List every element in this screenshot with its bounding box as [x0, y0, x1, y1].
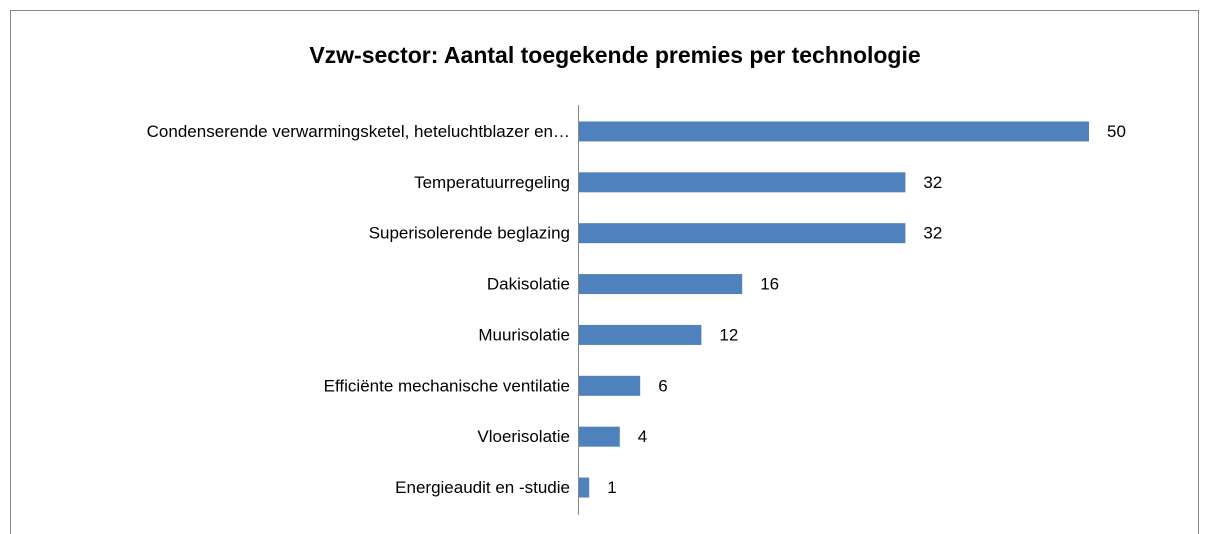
value-label: 1	[607, 478, 616, 497]
y-tick-label: Vloerisolatie	[477, 427, 570, 446]
value-label: 32	[923, 173, 942, 192]
chart-title: Vzw-sector: Aantal toegekende premies pe…	[309, 42, 920, 68]
y-tick-label: Superisolerende beglazing	[369, 224, 570, 243]
bar	[579, 324, 702, 345]
value-label: 32	[923, 224, 942, 243]
y-tick-label: Muurisolatie	[478, 325, 570, 344]
y-tick-label: Energieaudit en -studie	[395, 478, 570, 497]
bar	[579, 223, 906, 244]
bar	[579, 274, 743, 295]
value-label: 12	[719, 325, 738, 344]
bar	[579, 375, 641, 396]
y-tick-label: Dakisolatie	[487, 275, 570, 294]
y-tick-label: Efficiënte mechanische ventilatie	[324, 376, 570, 395]
bar	[579, 477, 590, 498]
value-label: 50	[1107, 122, 1126, 141]
bar	[579, 121, 1089, 142]
chart-frame	[10, 10, 1199, 534]
value-label: 16	[760, 275, 779, 294]
value-label: 6	[658, 376, 667, 395]
bar	[579, 172, 906, 193]
y-tick-label: Condenserende verwarmingsketel, heteluch…	[147, 122, 570, 141]
bar	[579, 426, 620, 447]
y-tick-label: Temperatuurregeling	[414, 173, 570, 192]
value-label: 4	[638, 427, 647, 446]
